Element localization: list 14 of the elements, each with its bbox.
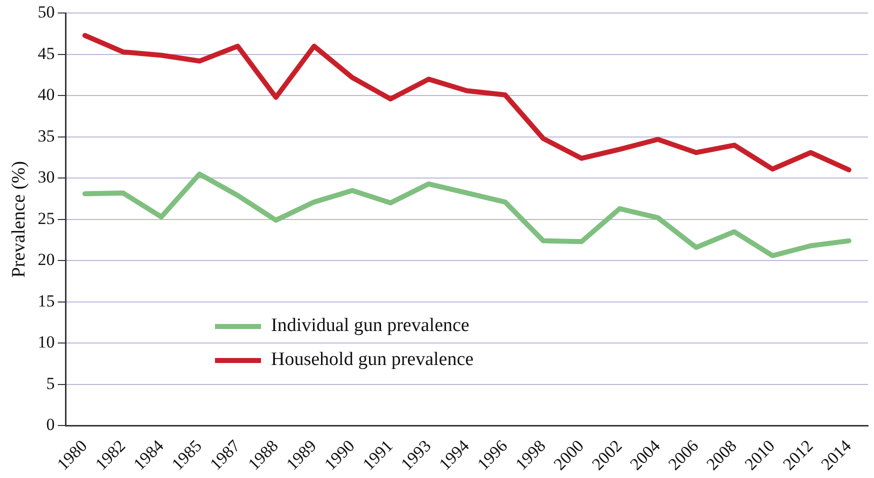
y-tick-label: 25 <box>38 208 55 228</box>
y-tick-label: 5 <box>46 374 55 393</box>
y-tick-label: 20 <box>38 250 55 270</box>
legend-label: Household gun prevalence <box>271 349 474 371</box>
y-tick-label: 45 <box>38 44 55 63</box>
y-tick-label: 10 <box>38 332 55 352</box>
y-axis-title: Prevalence (%) <box>8 161 30 278</box>
y-tick-label: 50 <box>38 2 55 22</box>
y-tick-label: 40 <box>38 85 55 104</box>
y-tick-label: 0 <box>46 415 55 434</box>
y-tick-label: 35 <box>38 126 55 146</box>
legend-label: Individual gun prevalence <box>271 315 470 337</box>
y-tick-label: 30 <box>38 168 55 187</box>
y-tick-label: 15 <box>38 291 55 310</box>
